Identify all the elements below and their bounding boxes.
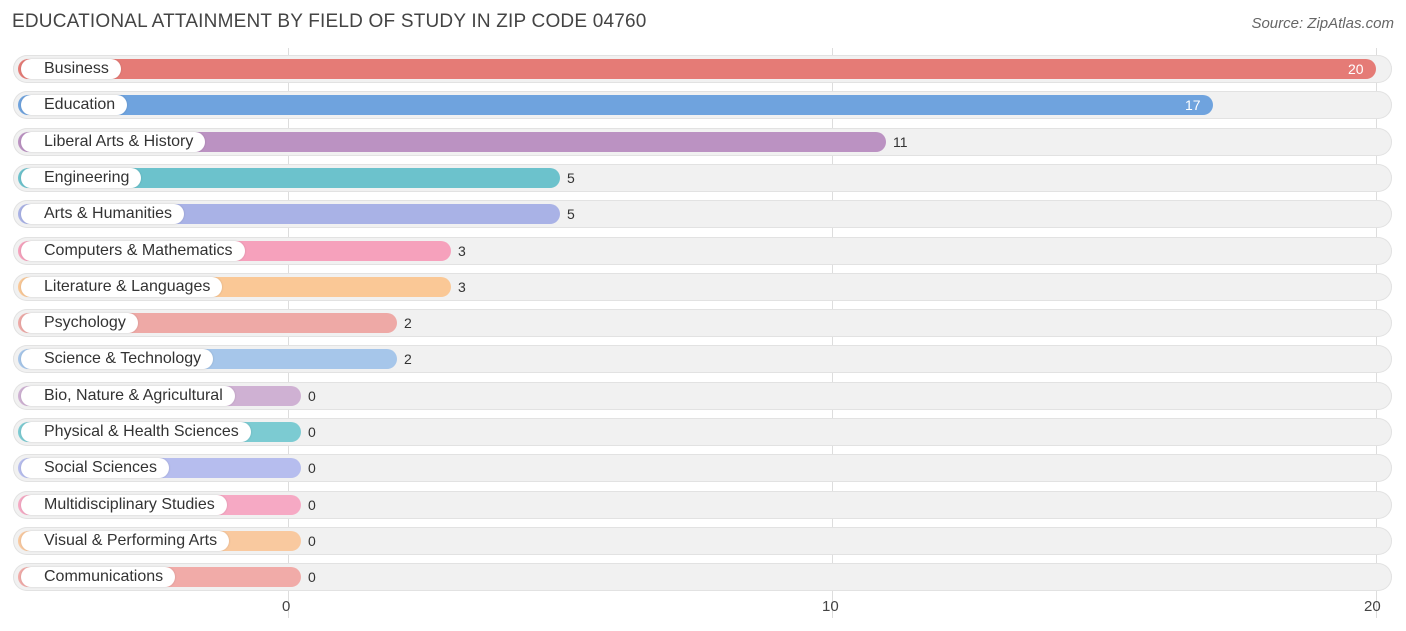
category-label: Engineering: [21, 168, 142, 188]
bar-education[interactable]: [18, 95, 1213, 115]
value-label: 0: [308, 497, 316, 513]
value-label: 11: [893, 134, 908, 150]
value-label: 20: [1348, 61, 1364, 77]
category-label: Visual & Performing Arts: [21, 531, 230, 551]
category-label: Liberal Arts & History: [21, 132, 206, 152]
value-label: 2: [404, 351, 412, 367]
category-label: Literature & Languages: [21, 277, 223, 297]
value-label: 0: [308, 424, 316, 440]
source-note: Source: ZipAtlas.com: [1251, 15, 1394, 32]
value-label: 0: [308, 460, 316, 476]
category-label: Communications: [21, 567, 176, 587]
category-label: Physical & Health Sciences: [21, 422, 251, 442]
value-label: 5: [567, 170, 575, 186]
category-label: Multidisciplinary Studies: [21, 495, 227, 515]
category-label: Education: [21, 95, 128, 115]
value-label: 0: [308, 533, 316, 549]
category-label: Social Sciences: [21, 458, 169, 478]
x-tick-label-10: 10: [822, 598, 839, 615]
category-label: Science & Technology: [21, 349, 214, 369]
category-label: Psychology: [21, 313, 138, 333]
bar-liberal-arts-history[interactable]: [18, 132, 886, 152]
value-label: 5: [567, 206, 575, 222]
value-label: 0: [308, 388, 316, 404]
bar-business[interactable]: [18, 59, 1376, 79]
category-label: Computers & Mathematics: [21, 241, 245, 261]
value-label: 17: [1185, 97, 1201, 113]
bar-engineering[interactable]: [18, 168, 560, 188]
x-tick-label-0: 0: [282, 598, 291, 615]
x-tick-label-20: 20: [1364, 598, 1381, 615]
category-label: Bio, Nature & Agricultural: [21, 386, 235, 406]
value-label: 3: [458, 279, 466, 295]
value-label: 3: [458, 243, 466, 259]
value-label: 0: [308, 569, 316, 585]
chart-title: EDUCATIONAL ATTAINMENT BY FIELD OF STUDY…: [12, 11, 647, 32]
category-label: Arts & Humanities: [21, 204, 185, 224]
value-label: 2: [404, 315, 412, 331]
category-label: Business: [21, 59, 121, 79]
